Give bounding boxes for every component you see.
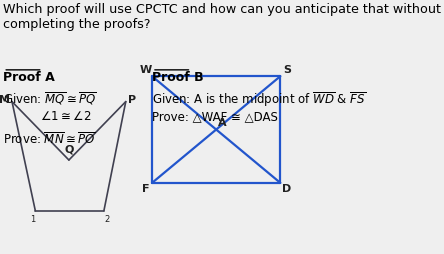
Text: A: A xyxy=(218,118,226,128)
Text: 2: 2 xyxy=(105,215,110,224)
Text: Given: A is the midpoint of $\overline{WD}$ & $\overline{FS}$: Given: A is the midpoint of $\overline{W… xyxy=(152,90,366,109)
Text: Which proof will use CPCTC and how can you anticipate that without actually
comp: Which proof will use CPCTC and how can y… xyxy=(3,3,444,30)
Text: 1: 1 xyxy=(30,215,35,224)
Text: Q: Q xyxy=(64,145,74,155)
Text: W: W xyxy=(139,65,152,75)
Text: Proof B: Proof B xyxy=(152,71,204,84)
Text: Prove: △WAF ≅ △DAS: Prove: △WAF ≅ △DAS xyxy=(152,110,278,123)
Text: Given: $\overline{MQ} \cong \overline{PQ}$: Given: $\overline{MQ} \cong \overline{PQ… xyxy=(3,90,97,107)
Text: P: P xyxy=(128,95,136,105)
Text: Prove: $\overline{MN} \cong \overline{PO}$: Prove: $\overline{MN} \cong \overline{PO… xyxy=(3,131,96,147)
Text: S: S xyxy=(283,65,291,75)
Text: M: M xyxy=(0,95,10,105)
Text: Proof A: Proof A xyxy=(3,71,55,84)
Text: F: F xyxy=(142,184,149,194)
Text: $\angle1 \cong \angle2$: $\angle1 \cong \angle2$ xyxy=(3,110,92,123)
Text: D: D xyxy=(282,184,291,194)
